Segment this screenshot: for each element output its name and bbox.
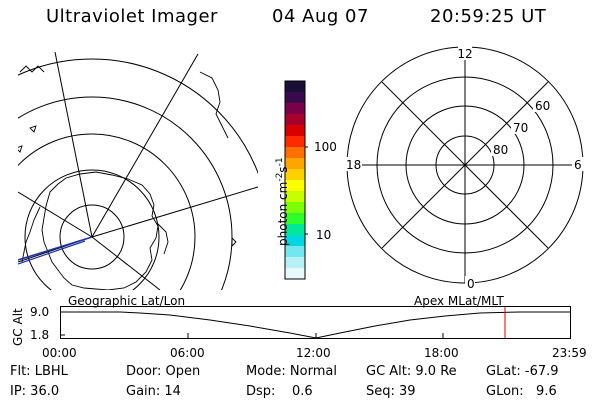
dsp-status: Dsp: 0.6 bbox=[246, 384, 313, 399]
colorbar bbox=[284, 80, 308, 280]
time-tick-2359: 23:59 bbox=[552, 346, 587, 360]
mode-status: Mode: Normal bbox=[246, 364, 337, 379]
altitude-plot bbox=[60, 306, 571, 339]
colorbar-cell bbox=[285, 147, 305, 159]
orbit-track bbox=[18, 236, 93, 261]
lat-label-80: 80 bbox=[493, 143, 508, 157]
mlt-label-18: 18 bbox=[346, 158, 361, 172]
meridian-line bbox=[91, 53, 199, 238]
time-tick-0600: 06:00 bbox=[170, 346, 205, 360]
coastline bbox=[157, 223, 169, 255]
seq-status: Seq: 39 bbox=[366, 384, 416, 399]
lat-circle bbox=[18, 133, 196, 290]
gc-alt-status: GC Alt: 9.0 Re bbox=[366, 364, 457, 379]
gain-status: Gain: 14 bbox=[126, 384, 181, 399]
time-tick-1200: 12:00 bbox=[296, 346, 331, 360]
colorbar-cell bbox=[285, 158, 305, 170]
colorbar-cell bbox=[285, 180, 305, 192]
coastline bbox=[19, 65, 45, 73]
lat-circle bbox=[18, 96, 233, 290]
time-tick-0000: 00:00 bbox=[42, 346, 77, 360]
glon-status: GLon: 9.6 bbox=[486, 384, 557, 399]
coastline bbox=[21, 206, 41, 263]
colorbar-cell bbox=[285, 191, 305, 203]
geographic-label: Geographic Lat/Lon bbox=[68, 294, 186, 308]
colorbar-cell bbox=[285, 235, 305, 247]
lat-circle bbox=[18, 58, 258, 175]
altitude-curve bbox=[61, 311, 570, 339]
colorbar-cell bbox=[285, 169, 305, 181]
door-status: Door: Open bbox=[126, 364, 201, 379]
lat-label-60: 60 bbox=[535, 99, 550, 113]
coastline bbox=[41, 171, 159, 290]
meridian-line bbox=[91, 186, 258, 238]
altitude-ytick-high: 9.0 bbox=[30, 305, 50, 319]
colorbar-cell bbox=[285, 202, 305, 214]
filter-status: Flt: LBHL bbox=[10, 364, 68, 379]
time-tick-1800: 18:00 bbox=[424, 346, 459, 360]
colorbar-cell bbox=[285, 125, 305, 137]
glat-status: GLat: -67.9 bbox=[486, 364, 559, 379]
mlt-label-12: 12 bbox=[457, 47, 472, 61]
colorbar-cell bbox=[285, 136, 305, 148]
meridian-line bbox=[18, 191, 93, 238]
meridian-line bbox=[91, 236, 161, 290]
colorbar-cell bbox=[285, 246, 305, 258]
colorbar-tick-10: 10 bbox=[316, 228, 332, 242]
apex-polar-grid: 12 18 6 0 60 70 80 bbox=[342, 46, 586, 291]
coastline bbox=[18, 145, 23, 153]
lat-label-70: 70 bbox=[513, 121, 528, 135]
coastline bbox=[29, 125, 37, 133]
observation-time: 20:59:25 UT bbox=[430, 6, 547, 27]
colorbar-tick-100: 100 bbox=[314, 140, 337, 154]
observation-date: 04 Aug 07 bbox=[272, 6, 369, 27]
altitude-ytick-low: 1.8 bbox=[30, 328, 50, 342]
colorbar-cell bbox=[285, 213, 305, 225]
meridian-line bbox=[54, 52, 93, 238]
mlt-label-6: 6 bbox=[574, 158, 582, 172]
colorbar-unit-label: photon cm-2s-1 bbox=[275, 157, 290, 246]
altitude-ylabel: GC Alt bbox=[11, 308, 25, 346]
colorbar-cell bbox=[285, 257, 305, 269]
lat-circle bbox=[59, 204, 125, 270]
colorbar-cell bbox=[285, 81, 305, 93]
colorbar-cell bbox=[285, 114, 305, 126]
colorbar-cell bbox=[285, 92, 305, 104]
orbit-track bbox=[18, 240, 86, 265]
colorbar-cell bbox=[285, 268, 305, 280]
colorbar-cell bbox=[285, 103, 305, 115]
mlt-label-0: 0 bbox=[467, 277, 475, 291]
coastline bbox=[231, 236, 237, 248]
lat-circle bbox=[24, 169, 160, 290]
ip-status: IP: 36.0 bbox=[10, 384, 60, 399]
instrument-title: Ultraviolet Imager bbox=[46, 6, 218, 27]
colorbar-cell bbox=[285, 224, 305, 236]
apex-label: Apex MLat/MLT bbox=[414, 294, 504, 308]
coastline bbox=[199, 71, 229, 139]
geographic-map bbox=[18, 52, 258, 290]
